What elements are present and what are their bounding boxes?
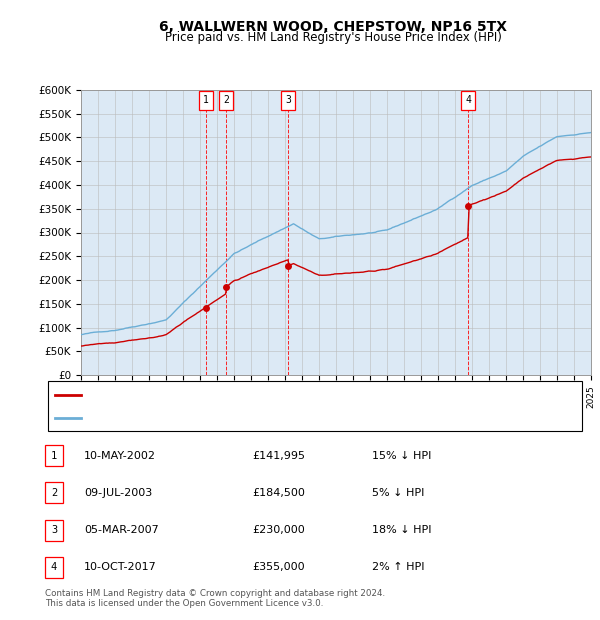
Text: Contains HM Land Registry data © Crown copyright and database right 2024.
This d: Contains HM Land Registry data © Crown c… — [45, 589, 385, 608]
Text: 2: 2 — [223, 95, 229, 105]
Text: 6, WALLWERN WOOD, CHEPSTOW, NP16 5TX (detached house): 6, WALLWERN WOOD, CHEPSTOW, NP16 5TX (de… — [85, 390, 413, 400]
Text: 1: 1 — [51, 451, 57, 461]
Text: £230,000: £230,000 — [252, 525, 305, 535]
Text: £355,000: £355,000 — [252, 562, 305, 572]
Text: HPI: Average price, detached house, Monmouthshire: HPI: Average price, detached house, Monm… — [85, 412, 359, 422]
Text: 09-JUL-2003: 09-JUL-2003 — [84, 488, 152, 498]
Text: 10-MAY-2002: 10-MAY-2002 — [84, 451, 156, 461]
Text: £141,995: £141,995 — [252, 451, 305, 461]
Text: 1: 1 — [203, 95, 209, 105]
Text: £184,500: £184,500 — [252, 488, 305, 498]
Text: 2: 2 — [51, 488, 57, 498]
Text: 4: 4 — [51, 562, 57, 572]
Text: 6, WALLWERN WOOD, CHEPSTOW, NP16 5TX: 6, WALLWERN WOOD, CHEPSTOW, NP16 5TX — [159, 20, 507, 34]
Text: 2% ↑ HPI: 2% ↑ HPI — [372, 562, 425, 572]
Text: 10-OCT-2017: 10-OCT-2017 — [84, 562, 157, 572]
Text: 15% ↓ HPI: 15% ↓ HPI — [372, 451, 431, 461]
Text: 3: 3 — [51, 525, 57, 535]
Text: 5% ↓ HPI: 5% ↓ HPI — [372, 488, 424, 498]
Text: 18% ↓ HPI: 18% ↓ HPI — [372, 525, 431, 535]
Text: 05-MAR-2007: 05-MAR-2007 — [84, 525, 159, 535]
Text: 4: 4 — [465, 95, 471, 105]
Text: Price paid vs. HM Land Registry's House Price Index (HPI): Price paid vs. HM Land Registry's House … — [164, 31, 502, 44]
Text: 3: 3 — [285, 95, 291, 105]
